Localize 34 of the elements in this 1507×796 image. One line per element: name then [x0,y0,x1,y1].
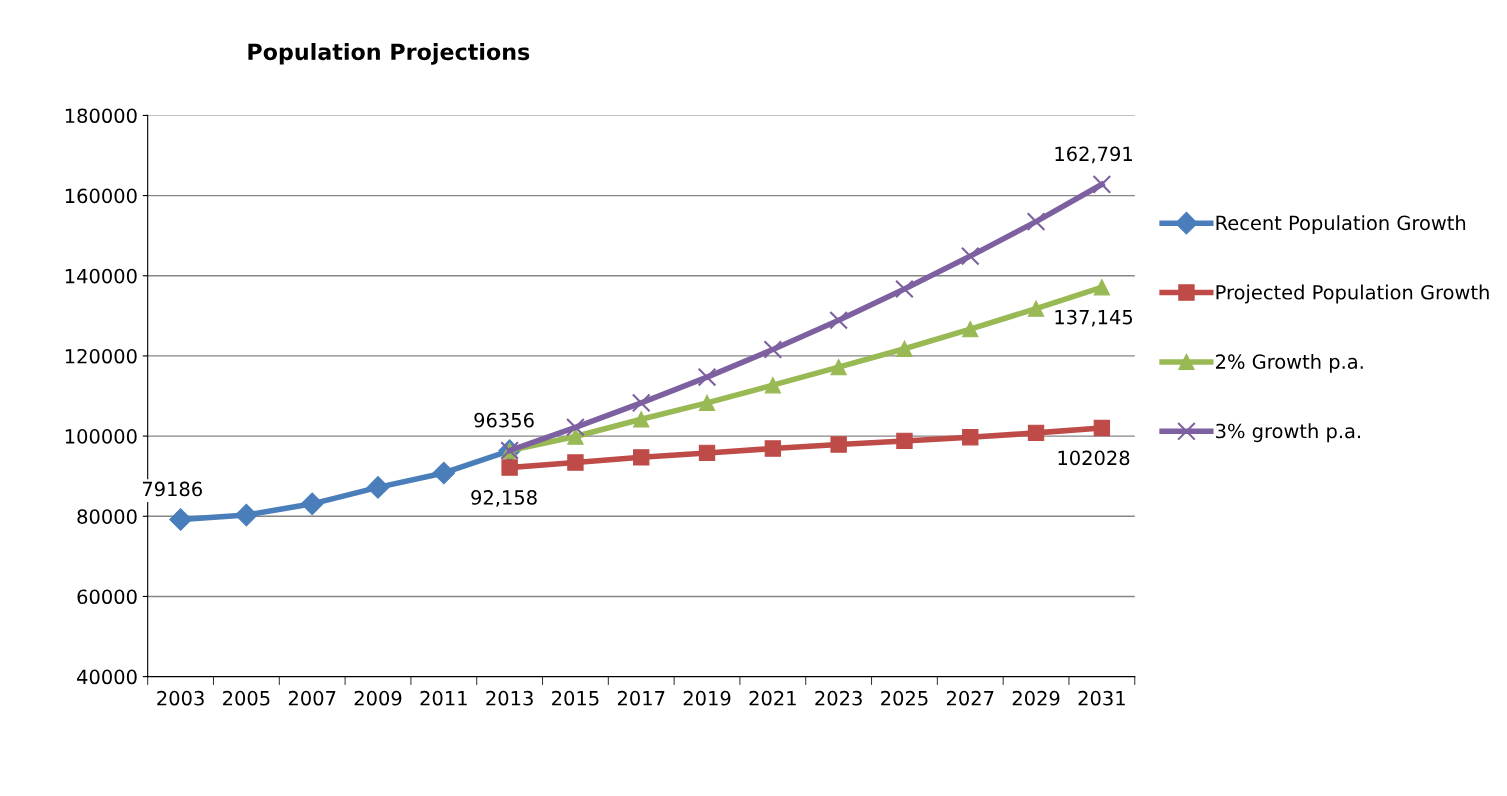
y-tick-label: 40000 [77,669,137,685]
legend-label: 3% growth p.a. [1216,423,1361,443]
x-tick-label: 2021 [749,690,796,706]
data-label: 79186 [142,481,202,497]
data-label: 92,158 [471,490,537,507]
x-tick-label: 2015 [552,690,599,706]
x-tick-label: 2009 [354,690,402,706]
y-tick-label: 60000 [77,589,137,605]
data-label: 137,145 [1055,309,1133,327]
y-tick-label: 180000 [65,108,137,124]
x-tick-label: 2031 [1078,690,1125,706]
y-tick-label: 140000 [65,268,137,284]
x-tick-label: 2005 [223,690,270,706]
x-tick-label: 2003 [157,690,204,706]
x-tick-label: 2027 [946,690,994,706]
x-tick-label: 2013 [486,690,533,706]
x-tick-label: 2025 [881,690,928,706]
x-tick-label: 2007 [288,690,336,706]
chart-title: Population Projections [248,42,530,65]
legend-label: Projected Population Growth [1216,284,1489,304]
data-label: 162,791 [1055,146,1132,164]
x-tick-label: 2029 [1012,690,1060,706]
data-label: 96356 [474,412,534,428]
x-tick-label: 2017 [617,690,665,706]
data-label: 102028 [1058,450,1130,466]
x-tick-label: 2023 [815,690,862,706]
x-tick-label: 2019 [683,690,731,706]
y-tick-label: 120000 [65,348,137,364]
legend-label: 2% Growth p.a. [1216,353,1363,373]
y-tick-label: 100000 [65,429,137,444]
x-tick-label: 2011 [420,690,467,706]
y-tick-label: 160000 [65,188,137,204]
y-tick-label: 80000 [77,509,137,524]
legend-label: Recent Population Growth [1216,215,1466,235]
